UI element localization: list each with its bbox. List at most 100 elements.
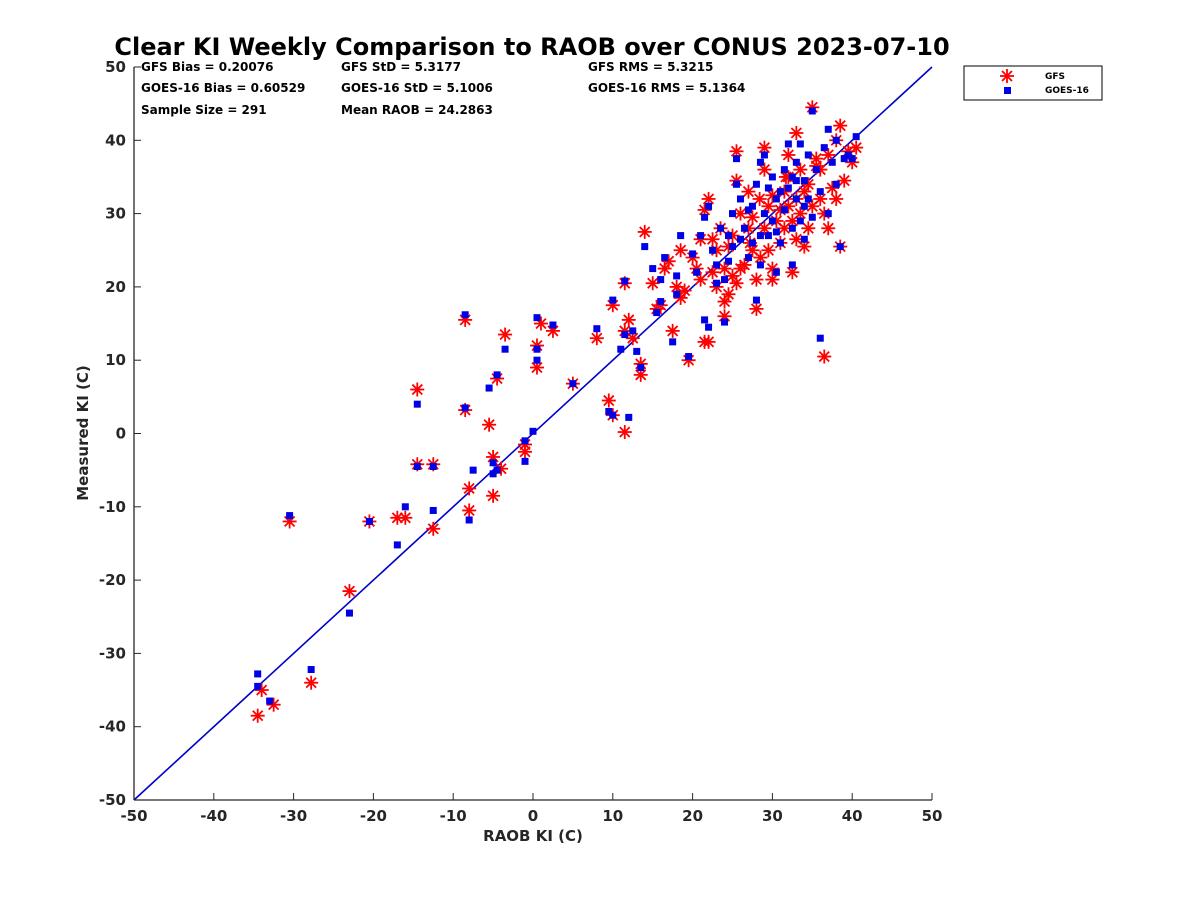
goes16-point	[669, 338, 677, 346]
y-tick-label: 20	[105, 278, 126, 296]
goes16-point	[713, 279, 721, 287]
goes16-point	[461, 404, 469, 412]
goes16-point	[736, 195, 744, 203]
gfs-point	[482, 417, 497, 432]
gfs-point-stroke	[627, 332, 639, 344]
gfs-point-stroke	[647, 277, 659, 289]
x-tick-label: -30	[280, 807, 307, 825]
goes16-point	[725, 232, 733, 240]
goes16-point	[685, 353, 693, 361]
y-tick-label: -40	[99, 718, 126, 736]
y-axis-label: Measured KI (C)	[74, 365, 92, 501]
goes16-point	[800, 202, 808, 210]
gfs-point	[729, 276, 744, 291]
goes16-point	[792, 195, 800, 203]
goes16-point	[816, 188, 824, 196]
gfs-point-stroke	[730, 145, 743, 157]
gfs-point-stroke	[702, 193, 715, 205]
goes16-point	[748, 202, 756, 210]
legend-box	[963, 65, 1103, 101]
goes16-point	[413, 400, 421, 408]
goes16-point	[521, 437, 529, 445]
legend-gfs-marker	[1000, 69, 1014, 83]
x-axis-label: RAOB KI (C)	[483, 827, 583, 845]
goes16-point	[844, 151, 852, 159]
goes16-point	[413, 462, 421, 470]
goes16-point	[788, 173, 796, 181]
gfs-point-stroke	[766, 273, 778, 286]
legend-goes16-label: GOES-16	[1045, 86, 1089, 96]
goes16-point	[625, 413, 633, 421]
goes16-point	[840, 155, 848, 163]
gfs-point	[621, 312, 636, 327]
gfs-point	[677, 283, 692, 298]
gfs-point-stroke	[635, 369, 647, 381]
gfs-point	[426, 521, 441, 536]
goes16-point	[792, 158, 800, 166]
gfs-point	[781, 147, 796, 162]
goes16-point	[307, 666, 315, 674]
goes16-point	[701, 213, 709, 221]
gfs-point-stroke	[786, 266, 798, 278]
goes16-point	[689, 250, 697, 258]
goes16-point	[772, 228, 780, 236]
gfs-point-stroke	[463, 504, 475, 517]
gfs-point	[462, 481, 477, 496]
gfs-point-stroke	[667, 325, 679, 337]
legend-gfs-asterisk	[1000, 69, 1014, 83]
goes16-point	[701, 316, 709, 324]
goes16-point	[732, 155, 740, 163]
gfs-point-stroke	[256, 684, 268, 696]
goes16-point	[744, 254, 752, 262]
gfs-point-stroke	[762, 244, 774, 256]
gfs-point-stroke	[822, 149, 834, 161]
goes16-point	[820, 144, 828, 152]
x-tick-label: 20	[682, 807, 703, 825]
goes16-point	[752, 180, 760, 188]
gfs-point-stroke	[718, 262, 731, 275]
gfs-point-stroke	[790, 127, 802, 139]
gfs-point	[705, 232, 720, 247]
goes16-point	[709, 246, 717, 254]
gfs-point-stroke	[706, 233, 719, 245]
goes16-point	[489, 459, 497, 467]
goes16-point	[641, 243, 649, 251]
gfs-point	[250, 708, 265, 723]
goes16-point	[764, 184, 772, 192]
goes16-point	[609, 296, 617, 304]
x-tick-label: 50	[922, 807, 943, 825]
goes16-point	[756, 261, 764, 269]
gfs-point-stroke	[746, 211, 759, 223]
goes16-point	[605, 408, 613, 416]
gfs-point	[821, 221, 836, 236]
y-tick-label: -50	[99, 791, 126, 809]
goes16-point	[485, 384, 493, 392]
goes16-point	[569, 380, 577, 388]
gfs-point-stroke	[603, 394, 615, 407]
gfs-point-stroke	[838, 175, 850, 187]
goes16-point	[533, 345, 541, 353]
stat-gfs-std: GFS StD = 5.3177	[341, 60, 461, 74]
points-layer	[250, 100, 864, 723]
goes16-point	[748, 239, 756, 247]
x-tick-label: -50	[120, 807, 147, 825]
gfs-point-stroke	[519, 446, 531, 458]
legend-gfs-asterisk-stroke	[1001, 70, 1013, 82]
stat-mean-raob: Mean RAOB = 24.2863	[341, 103, 493, 117]
goes16-point	[796, 217, 804, 225]
ticks-layer: -50 -40 -30 -20 -10 0 10 20 30 40 50 -50 -40 -30 -20 -1…	[99, 58, 943, 825]
gfs-point-stroke	[830, 193, 842, 205]
gfs-point-stroke	[463, 482, 475, 495]
gfs-point-stroke	[738, 259, 751, 271]
gfs-point	[601, 393, 616, 408]
goes16-point	[401, 503, 409, 511]
goes16-point	[621, 277, 629, 285]
goes16-point	[772, 268, 780, 276]
gfs-point-stroke	[790, 233, 802, 245]
gfs-point	[665, 323, 680, 338]
y-tick-label: 10	[105, 351, 126, 369]
goes16-point	[729, 243, 736, 251]
gfs-point	[398, 510, 413, 525]
gfs-point	[817, 349, 832, 364]
goes16-point	[760, 210, 768, 218]
